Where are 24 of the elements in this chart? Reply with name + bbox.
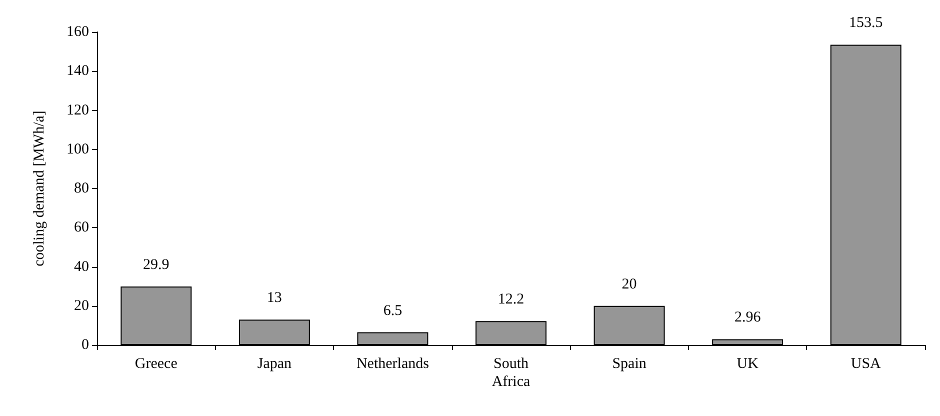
x-tick-label: Netherlands	[356, 356, 430, 372]
y-tick-label: 20	[74, 298, 89, 314]
data-label: 153.5	[848, 15, 883, 32]
data-label: 2.96	[734, 310, 762, 326]
x-tick-label: Japan	[257, 356, 292, 372]
x-tick-label: USA	[850, 356, 882, 372]
data-label: 13	[266, 290, 282, 306]
y-tick-label: 80	[74, 180, 89, 196]
y-tick-label: 140	[66, 63, 89, 80]
y-axis-title: cooling demand [MWh/a]	[32, 110, 48, 266]
x-tick-label: UK	[736, 356, 759, 372]
y-tick-label: 0	[82, 337, 89, 353]
y-tick-label: 40	[74, 258, 89, 275]
data-label: 12.2	[498, 292, 524, 308]
y-tick-label: 100	[66, 141, 89, 158]
x-tick-label: Greece	[134, 356, 178, 372]
y-tick-label: 160	[66, 24, 89, 40]
x-tick-label: Spain	[612, 356, 647, 372]
data-label: 20	[622, 276, 637, 292]
data-label: 6.5	[383, 302, 402, 319]
y-tick-label: 60	[74, 220, 89, 236]
x-tick-label: South Africa	[492, 356, 530, 390]
y-tick-label: 120	[66, 102, 89, 118]
data-label: 29.9	[143, 257, 170, 274]
